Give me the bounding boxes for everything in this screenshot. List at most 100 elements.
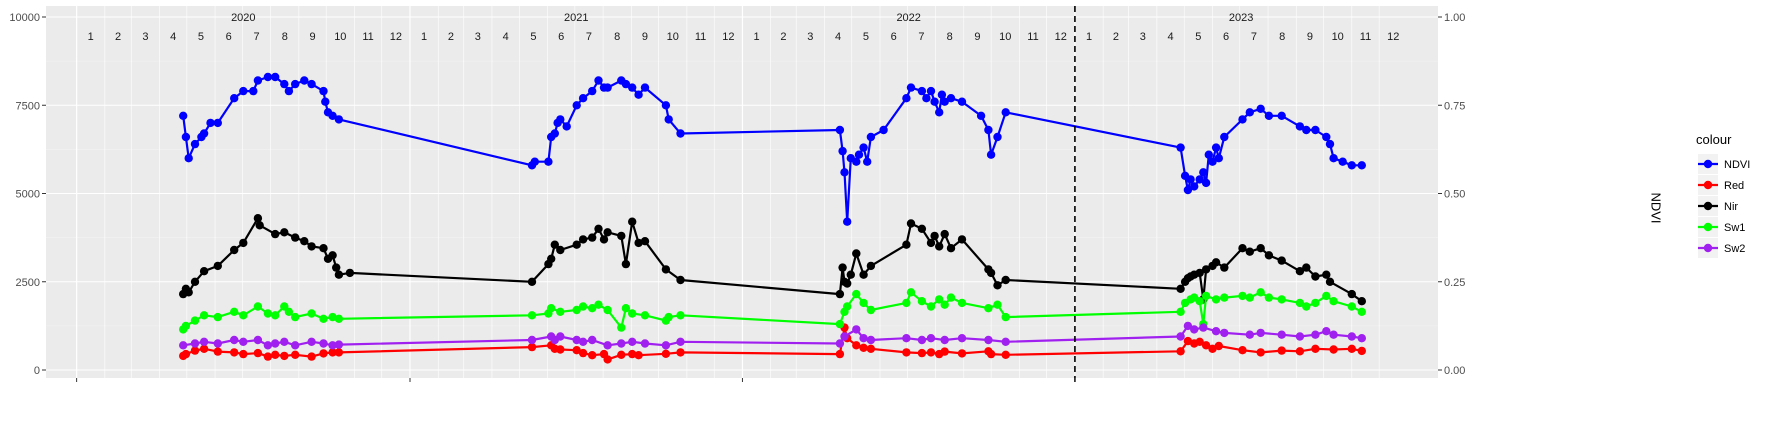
legend-item-nir: Nir [1698,196,1738,216]
data-point-ndvi [879,125,888,135]
data-point-nir [846,270,855,279]
data-point-ndvi [902,94,911,103]
data-point-ndvi [1322,132,1331,142]
data-point-ndvi [1199,168,1208,177]
data-point-nir [1295,267,1305,276]
data-point-sw1 [253,302,263,311]
data-point-ndvi [986,150,996,159]
data-point-nir [926,238,936,248]
month-label: 2 [448,31,454,43]
data-point-sw2 [852,325,861,334]
legend: colour NDVI Red Nir Sw1 Sw2 [1696,132,1750,258]
data-point-ndvi [852,157,861,166]
data-point-nir [1277,256,1286,265]
data-point-red [1001,350,1010,359]
data-point-sw1 [859,298,868,308]
data-point-red [1238,346,1247,355]
data-point-sw2 [1176,332,1185,341]
data-point-ndvi [334,115,344,124]
data-point-red [1256,348,1265,357]
data-point-ndvi [838,146,847,156]
month-label: 7 [253,31,259,43]
data-point-sw2 [617,339,626,348]
month-label: 12 [722,31,734,43]
y-axis-right: 0.00 0.25 0.50 0.75 1.00 [1438,12,1465,377]
data-point-sw1 [594,300,603,309]
month-label: 5 [530,31,536,43]
month-label: 5 [1195,31,1201,43]
data-point-red [634,351,643,360]
data-point-sw2 [190,339,200,348]
data-point-ndvi [1220,132,1229,142]
data-point-ndvi [866,132,876,142]
y-tick-label: 5000 [16,189,40,201]
data-point-nir [661,265,671,274]
data-point-nir [906,219,916,228]
data-point-sw1 [291,312,300,322]
data-point-sw2 [556,332,565,341]
legend-key-point [1703,243,1713,253]
data-point-sw2 [984,335,993,345]
data-point-ndvi [550,129,559,138]
data-point-ndvi [1347,161,1357,170]
data-point-nir [1201,265,1211,274]
data-point-red [1295,347,1305,356]
data-point-sw2 [926,334,936,343]
data-point-ndvi [957,97,967,106]
data-point-sw1 [1322,291,1331,301]
data-point-ndvi [1264,111,1274,121]
data-point-red [957,349,967,358]
data-point-sw1 [556,307,565,316]
legend-item-ndvi: NDVI [1698,154,1750,174]
data-point-nir [1311,272,1320,281]
data-point-nir [253,214,263,223]
data-point-red [617,350,626,359]
month-label: 10 [1332,31,1344,43]
data-point-ndvi [1204,150,1214,159]
data-point-sw2 [280,337,289,346]
data-point-sw1 [263,309,273,318]
legend-label: Sw2 [1724,243,1745,255]
data-point-ndvi [190,139,200,149]
data-point-red [556,345,565,354]
data-point-ndvi [661,101,671,110]
data-point-red [628,349,637,359]
data-point-ndvi [603,83,612,92]
data-point-ndvi [1190,182,1199,191]
month-label: 11 [1360,31,1371,43]
data-point-ndvi [572,101,581,110]
data-point-red [588,351,597,360]
data-point-sw1 [1245,293,1255,302]
data-point-nir [307,242,316,251]
data-point-sw1 [181,321,191,331]
data-point-ndvi [940,97,949,106]
month-label: 7 [586,31,592,43]
legend-label: Red [1724,180,1744,192]
data-point-nir [917,224,927,233]
data-point-sw2 [1220,328,1229,338]
data-point-ndvi [1208,157,1217,166]
x-axis [76,378,1076,382]
data-point-nir [1256,244,1265,253]
data-point-sw2 [263,341,273,350]
data-point-ndvi [926,86,936,96]
data-point-red [1195,337,1204,346]
data-point-sw1 [676,311,685,320]
data-point-nir [1322,270,1331,279]
data-point-red [1201,341,1211,350]
data-point-nir [852,249,861,258]
data-point-nir [594,224,603,233]
legend-label: Sw1 [1724,222,1745,234]
series-nir [179,214,1367,306]
month-label: 4 [170,31,176,43]
data-point-sw1 [1001,312,1010,322]
data-point-sw2 [578,337,588,346]
data-point-nir [859,270,868,279]
data-point-nir [930,231,939,241]
data-point-ndvi [1295,122,1305,131]
data-point-ndvi [906,83,916,92]
data-point-sw1 [902,298,911,308]
data-point-sw2 [199,337,209,346]
month-label: 6 [558,31,564,43]
